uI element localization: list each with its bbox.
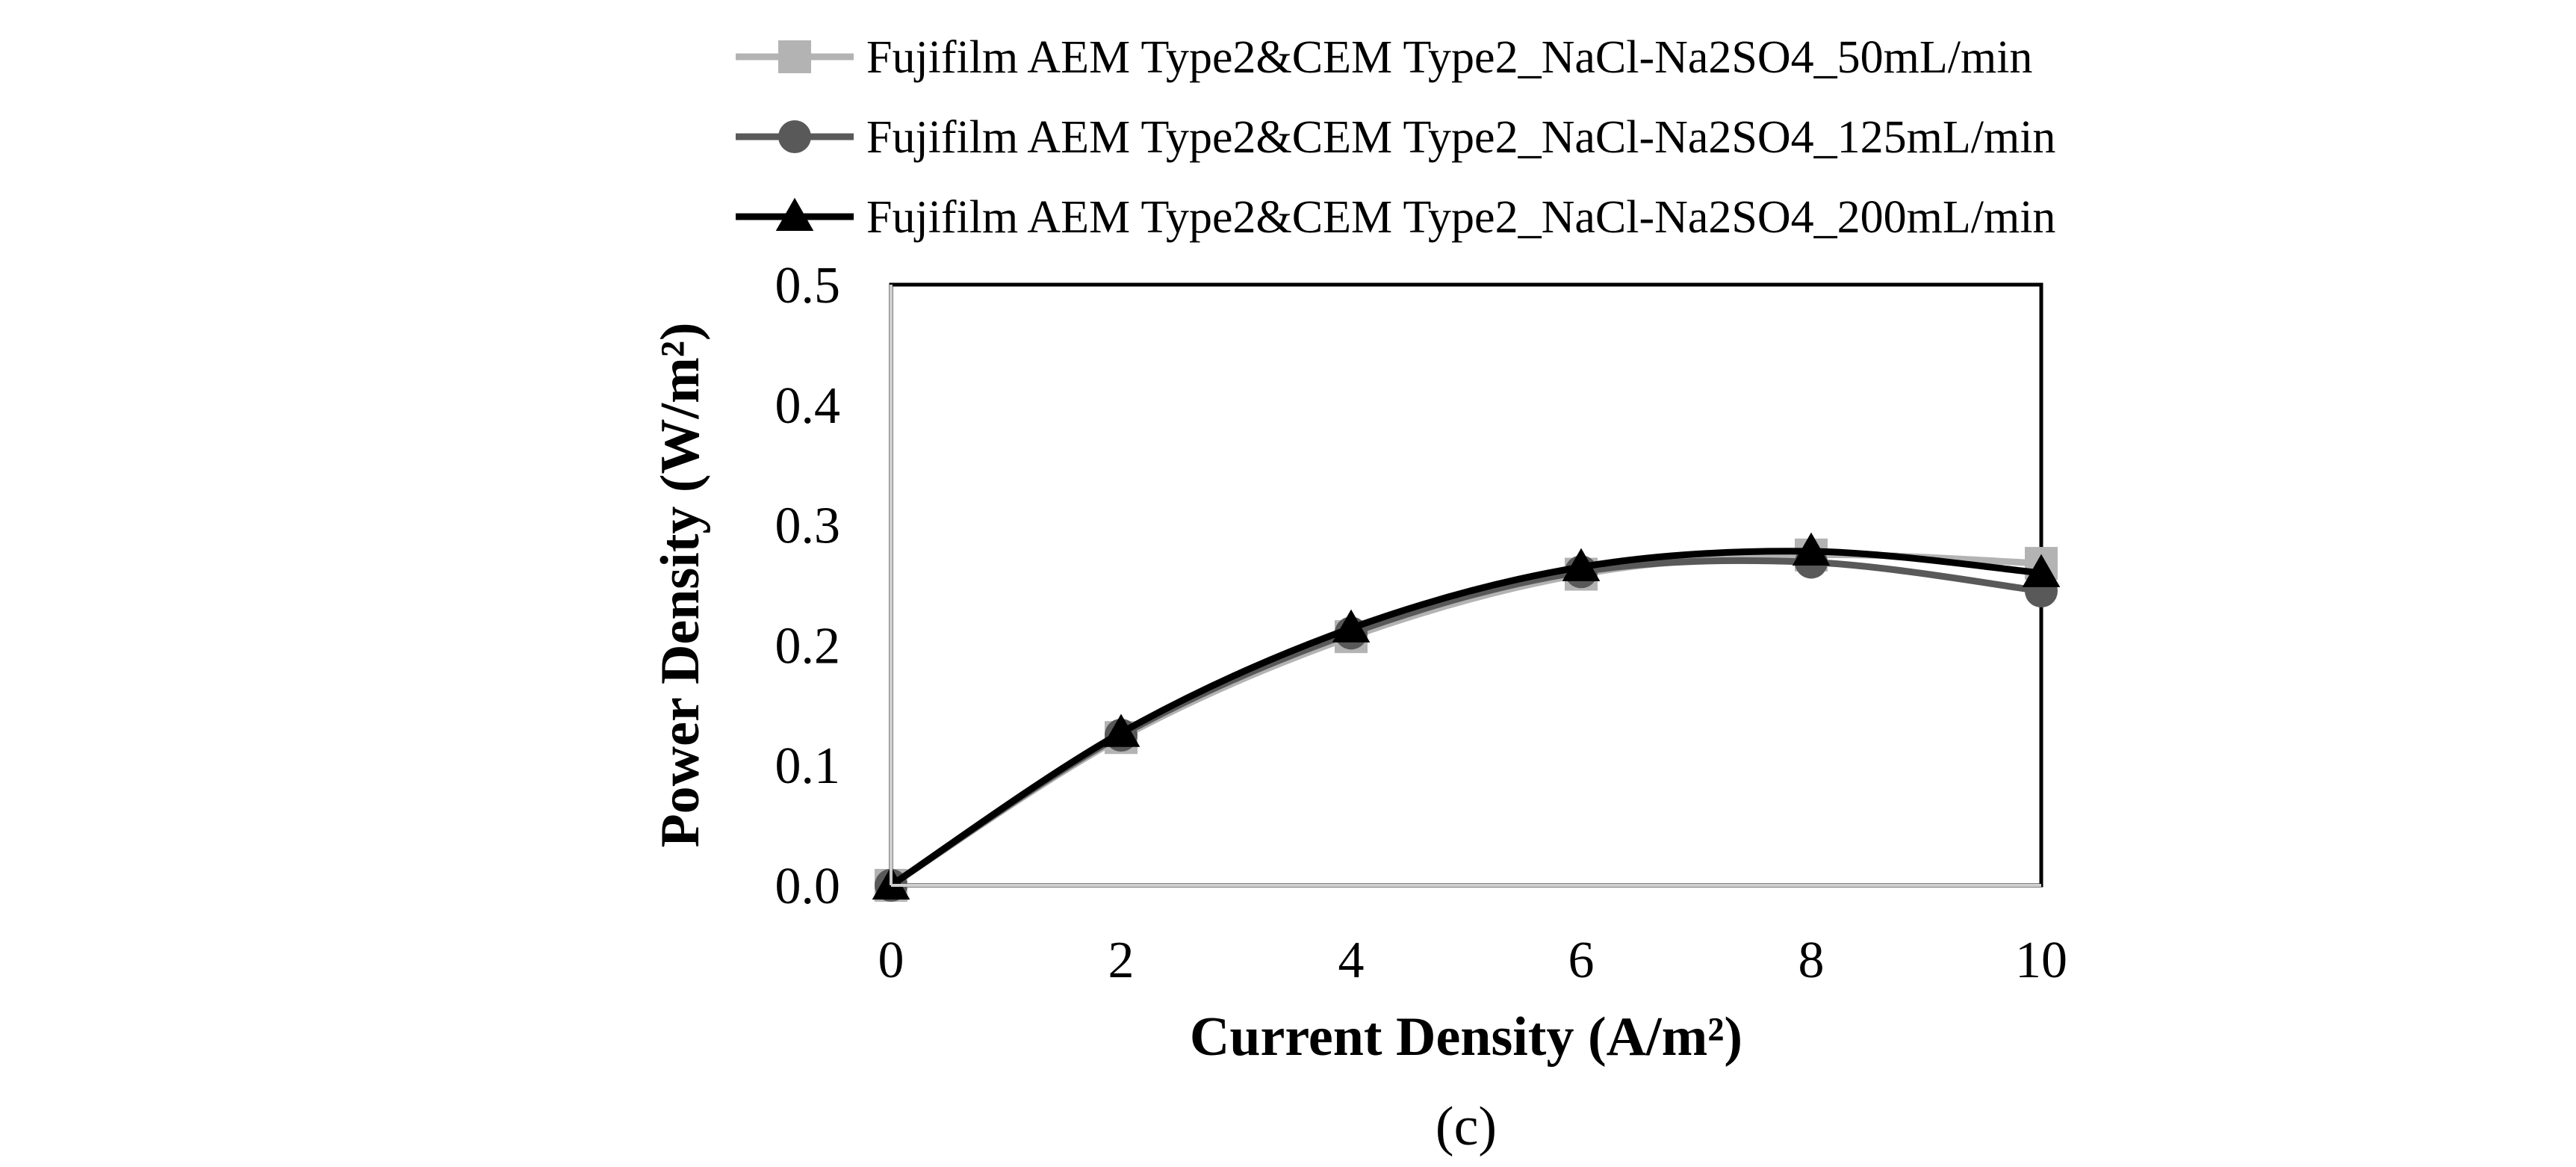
series-line [887,557,2045,889]
legend-label: Fujifilm AEM Type2&CEM Type2_NaCl-Na2SO4… [866,192,2055,243]
y-tick-label: 0.1 [775,737,841,795]
y-tick-label: 0.3 [775,498,841,555]
y-tick-labels: 0.0 0.1 0.2 0.3 0.4 0.5 [775,257,841,915]
legend-marker [778,120,811,153]
x-tick-label: 4 [1338,932,1365,989]
data-point [1332,609,1371,643]
y-tick-label: 0.4 [775,377,841,435]
legend-entry: Fujifilm AEM Type2&CEM Type2_NaCl-Na2SO4… [736,32,2032,83]
x-tick-label: 10 [2015,932,2067,989]
data-point [1792,532,1831,566]
legend-label: Fujifilm AEM Type2&CEM Type2_NaCl-Na2SO4… [866,32,2032,83]
data-point [2022,554,2061,587]
legend-label: Fujifilm AEM Type2&CEM Type2_NaCl-Na2SO4… [866,112,2055,163]
series-circle [875,545,2058,902]
x-tick-label: 6 [1568,932,1595,989]
legend: Fujifilm AEM Type2&CEM Type2_NaCl-Na2SO4… [736,32,2055,243]
panel-label: (c) [1436,1096,1497,1157]
x-axis-title: Current Density (A/m²) [1190,1006,1742,1068]
x-tick-label: 8 [1798,932,1825,989]
legend-entry: Fujifilm AEM Type2&CEM Type2_NaCl-Na2SO4… [736,192,2055,243]
y-tick-label: 0.5 [775,257,841,315]
series-triangle [872,532,2061,900]
x-tick-label: 0 [878,932,904,989]
data-point [1102,713,1140,747]
legend-entry: Fujifilm AEM Type2&CEM Type2_NaCl-Na2SO4… [736,112,2055,163]
x-tick-label: 2 [1108,932,1135,989]
y-tick-label: 0.2 [775,617,841,675]
series-line [887,548,2045,889]
data-point [1562,548,1601,581]
series-layer [872,532,2061,902]
y-axis-title: Power Density (W/m²) [650,322,711,847]
plot-area-frame [889,282,2043,888]
x-tick-labels: 0 2 4 6 8 10 [878,932,2068,989]
legend-marker [775,197,814,231]
series-line [887,551,2045,889]
y-tick-label: 0.0 [775,858,841,915]
legend-marker [778,40,811,73]
